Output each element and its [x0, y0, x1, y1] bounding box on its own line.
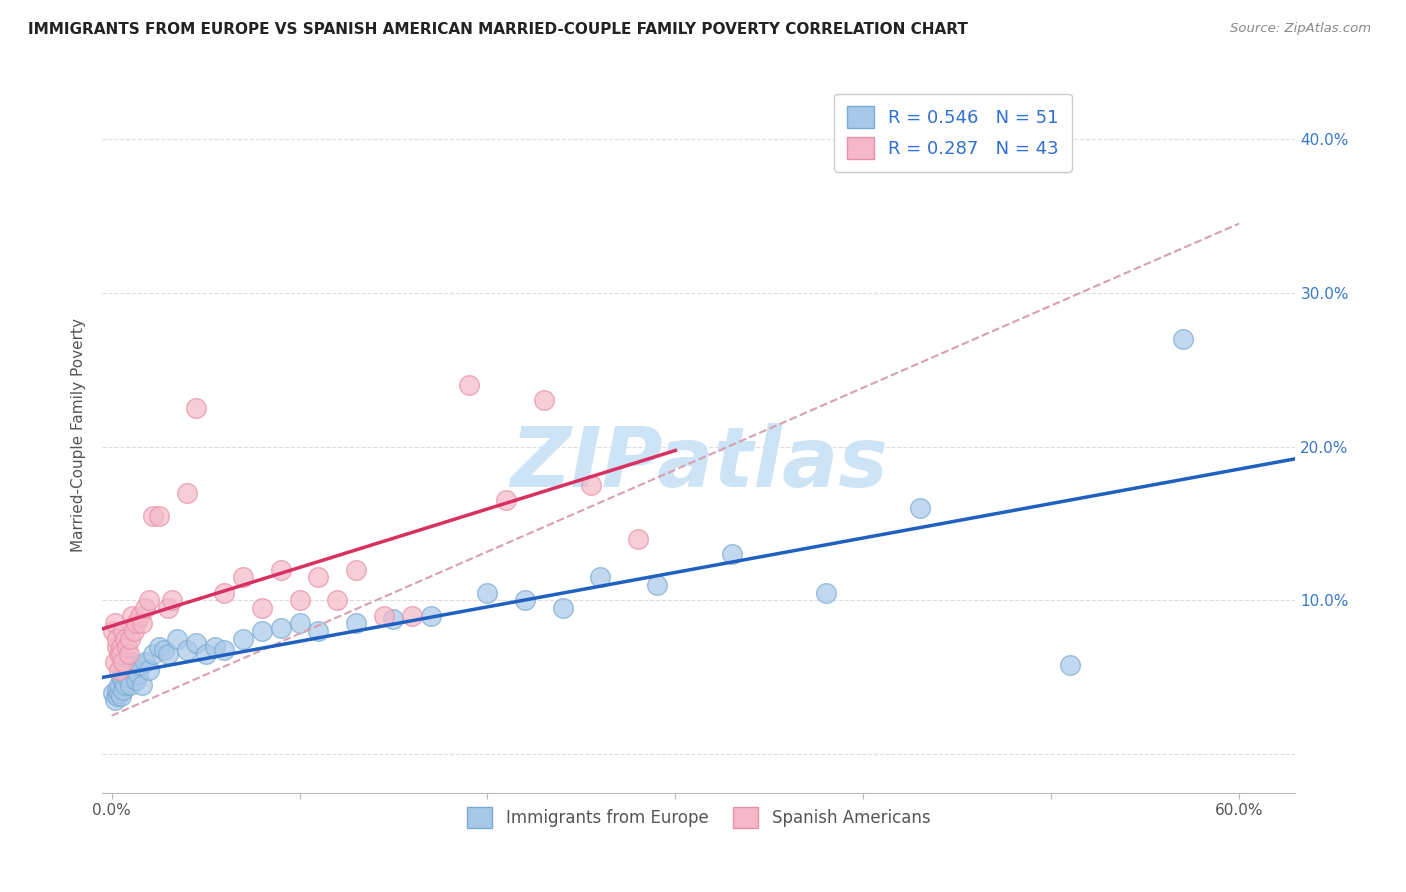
Point: [186, 636, 208, 650]
Point: [108, 663, 131, 677]
Point: [457, 378, 479, 392]
Point: [176, 642, 198, 657]
Point: [114, 678, 136, 692]
Point: [104, 655, 127, 669]
Point: [105, 632, 128, 646]
Point: [533, 393, 555, 408]
Point: [131, 616, 153, 631]
Point: [153, 642, 176, 657]
Point: [194, 647, 217, 661]
Point: [111, 673, 134, 688]
Point: [105, 682, 128, 697]
Y-axis label: Married-Couple Family Poverty: Married-Couple Family Poverty: [72, 318, 86, 552]
Legend: Immigrants from Europe, Spanish Americans: Immigrants from Europe, Spanish American…: [461, 801, 936, 834]
Point: [108, 647, 131, 661]
Point: [127, 667, 149, 681]
Point: [104, 693, 127, 707]
Point: [420, 608, 443, 623]
Point: [142, 508, 165, 523]
Point: [156, 601, 179, 615]
Point: [382, 612, 405, 626]
Point: [270, 563, 292, 577]
Point: [579, 478, 602, 492]
Point: [110, 647, 132, 661]
Point: [110, 640, 132, 654]
Point: [142, 647, 165, 661]
Point: [307, 570, 329, 584]
Point: [108, 678, 131, 692]
Point: [344, 563, 367, 577]
Point: [250, 624, 273, 639]
Point: [326, 593, 349, 607]
Point: [513, 593, 536, 607]
Point: [120, 678, 142, 692]
Point: [128, 658, 150, 673]
Point: [122, 663, 145, 677]
Point: [134, 655, 156, 669]
Point: [156, 647, 179, 661]
Point: [105, 640, 128, 654]
Point: [103, 686, 125, 700]
Point: [121, 608, 143, 623]
Point: [148, 508, 170, 523]
Point: [115, 670, 138, 684]
Point: [111, 655, 134, 669]
Point: [908, 501, 931, 516]
Point: [495, 493, 517, 508]
Point: [204, 640, 226, 654]
Point: [104, 616, 127, 631]
Point: [115, 640, 138, 654]
Point: [250, 601, 273, 615]
Text: Source: ZipAtlas.com: Source: ZipAtlas.com: [1230, 22, 1371, 36]
Point: [307, 624, 329, 639]
Point: [720, 547, 742, 561]
Point: [288, 593, 311, 607]
Point: [288, 616, 311, 631]
Point: [186, 401, 208, 416]
Point: [1059, 658, 1081, 673]
Point: [117, 658, 139, 673]
Point: [103, 624, 125, 639]
Point: [589, 570, 612, 584]
Point: [138, 593, 160, 607]
Point: [120, 632, 142, 646]
Point: [477, 585, 499, 599]
Point: [111, 624, 134, 639]
Point: [373, 608, 395, 623]
Point: [125, 616, 148, 631]
Point: [401, 608, 423, 623]
Point: [114, 663, 136, 677]
Point: [111, 682, 134, 697]
Point: [1171, 332, 1194, 346]
Point: [645, 578, 668, 592]
Point: [110, 689, 132, 703]
Point: [134, 601, 156, 615]
Point: [214, 585, 236, 599]
Point: [122, 624, 145, 639]
Point: [121, 655, 143, 669]
Point: [148, 640, 170, 654]
Point: [232, 570, 254, 584]
Point: [131, 678, 153, 692]
Point: [214, 642, 236, 657]
Point: [108, 686, 131, 700]
Point: [166, 632, 188, 646]
Point: [110, 670, 132, 684]
Point: [160, 593, 183, 607]
Point: [551, 601, 574, 615]
Point: [128, 608, 150, 623]
Text: IMMIGRANTS FROM EUROPE VS SPANISH AMERICAN MARRIED-COUPLE FAMILY POVERTY CORRELA: IMMIGRANTS FROM EUROPE VS SPANISH AMERIC…: [28, 22, 967, 37]
Point: [814, 585, 837, 599]
Point: [627, 532, 650, 546]
Text: ZIPatlas: ZIPatlas: [510, 423, 887, 504]
Point: [138, 663, 160, 677]
Point: [117, 647, 139, 661]
Point: [105, 689, 128, 703]
Point: [270, 621, 292, 635]
Point: [232, 632, 254, 646]
Point: [114, 632, 136, 646]
Point: [176, 485, 198, 500]
Point: [344, 616, 367, 631]
Point: [125, 673, 148, 688]
